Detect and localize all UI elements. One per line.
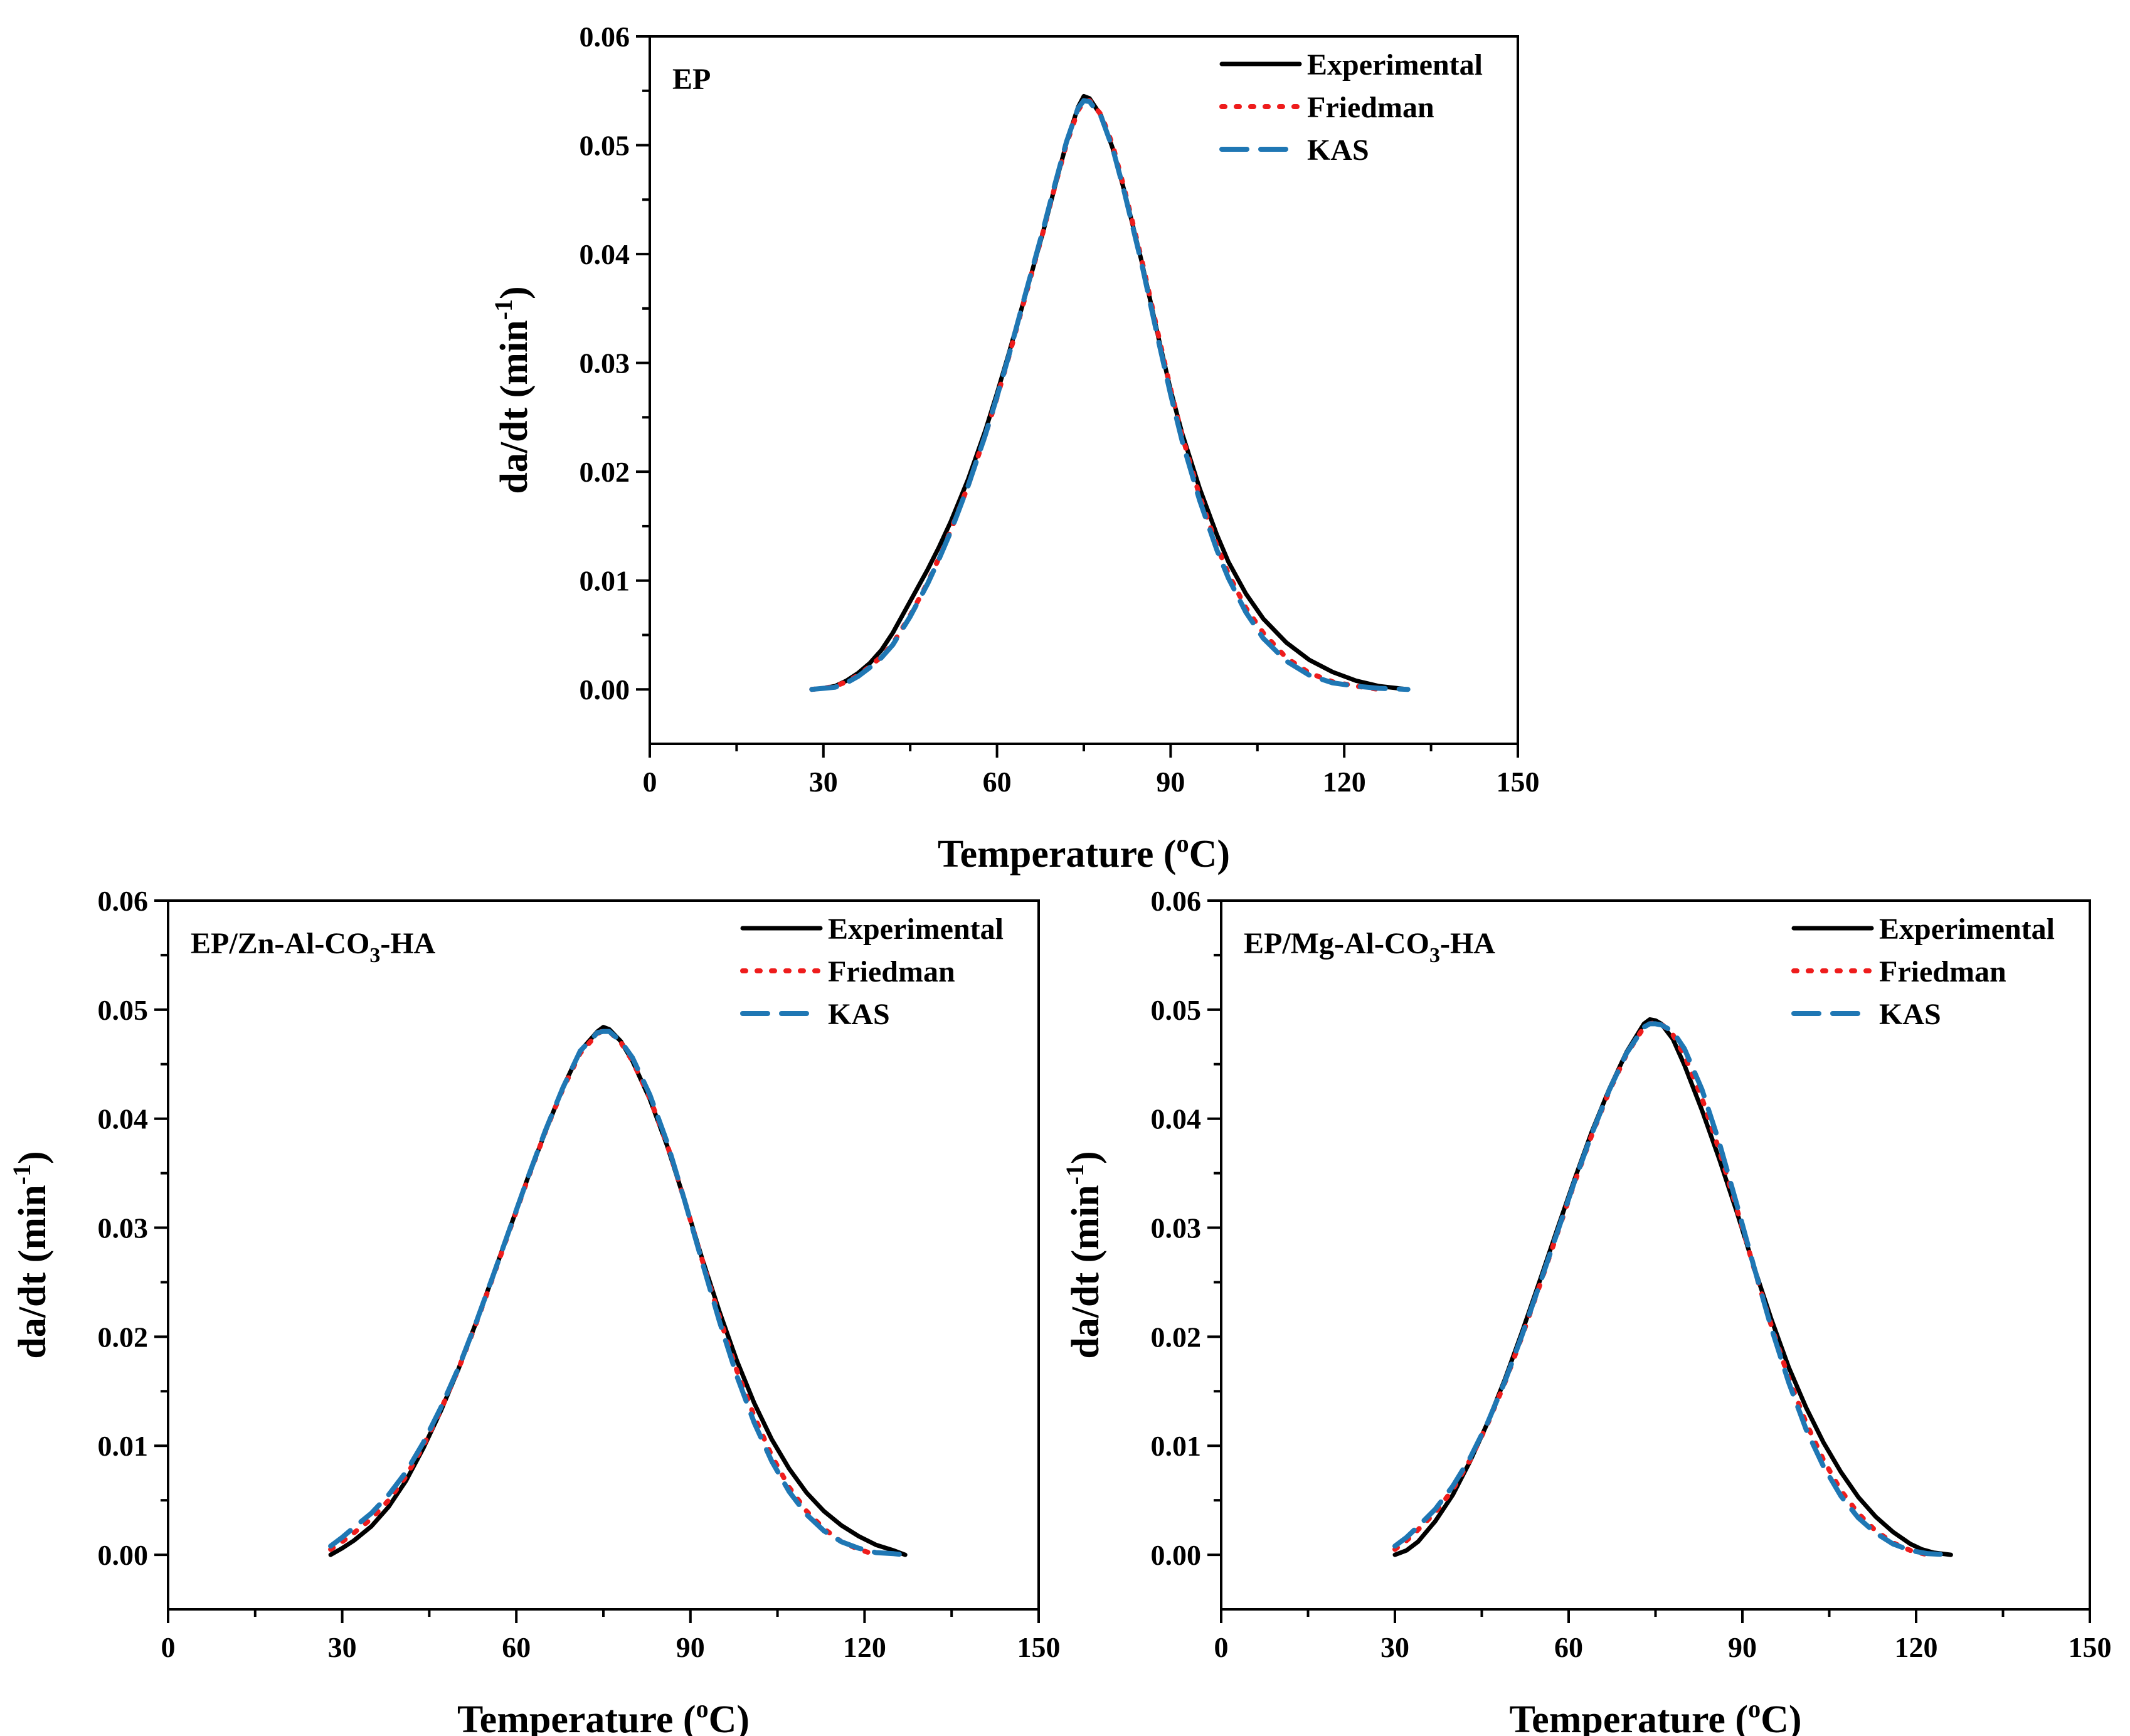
panel-label: EP/Mg-Al-CO3-HA (1244, 927, 1495, 967)
y-tick-label: 0.00 (580, 674, 630, 706)
x-tick-label: 90 (1728, 1631, 1757, 1663)
x-tick-label: 120 (843, 1631, 886, 1663)
y-tick-label: 0.03 (580, 347, 630, 379)
y-tick-label: 0.06 (98, 885, 149, 917)
x-tick-label: 0 (643, 766, 657, 798)
x-tick-label: 120 (1323, 766, 1366, 798)
chart-panel-3: 0 30 60 90 120 150 0.00 0.01 0.02 0.03 0.04 0.05 0.0… (1061, 885, 2112, 1736)
y-tick-label: 0.03 (98, 1212, 149, 1244)
y-tick-label: 0.05 (98, 994, 149, 1026)
series-line-friedman (1392, 1020, 1931, 1558)
x-tick-label: 90 (1156, 766, 1185, 798)
y-tick-label: 0.02 (98, 1321, 149, 1353)
x-tick-label: 150 (2069, 1631, 2112, 1663)
series-line-kas (1392, 1021, 1954, 1558)
y-tick-label: 0.00 (98, 1539, 149, 1571)
chart-panel-1: 0 30 60 90 120 150 0.00 0.01 0.02 0.03 0.04 0.05 0.0… (489, 21, 1540, 876)
x-tick-label: 60 (1554, 1631, 1583, 1663)
y-tick-label: 0.04 (1151, 1103, 1202, 1135)
panel-label: EP/Zn-Al-CO3-HA (191, 927, 436, 967)
series-line-experimental (328, 1025, 908, 1557)
legend-label-friedman: Friedman (828, 955, 955, 988)
x-tick-label: 60 (502, 1631, 531, 1663)
y-axis-title: da/dt (min-1) (1061, 1151, 1107, 1358)
panel-label: EP (672, 63, 711, 96)
legend-label-experimental: Experimental (1307, 48, 1483, 82)
plot-frame (167, 899, 1040, 1611)
x-tick-label: 60 (983, 766, 1012, 798)
x-tick-label: 0 (161, 1631, 176, 1663)
x-tick-label: 30 (328, 1631, 357, 1663)
x-axis-title: Temperature (oC) (1510, 1695, 1802, 1736)
x-tick-label: 90 (676, 1631, 705, 1663)
legend-label-kas: KAS (1307, 134, 1369, 167)
plot-frame (1220, 899, 2091, 1611)
legend-label-friedman: Friedman (1307, 91, 1434, 124)
x-tick-label: 0 (1214, 1631, 1229, 1663)
y-axis-title: da/dt (min-1) (8, 1151, 54, 1358)
x-tick-label: 30 (1380, 1631, 1409, 1663)
y-tick-label: 0.00 (1151, 1539, 1202, 1571)
y-tick-label: 0.01 (580, 565, 630, 597)
chart-panel-2: 0 30 60 90 120 150 0.00 0.01 0.02 0.03 0.04 0.05 0.0… (8, 885, 1061, 1736)
y-tick-label: 0.06 (1151, 885, 1202, 917)
series-line-experimental (809, 93, 1411, 692)
y-tick-label: 0.02 (1151, 1321, 1202, 1353)
legend-label-friedman: Friedman (1879, 955, 2006, 988)
series-line-kas (809, 98, 1411, 692)
plot-frame (649, 35, 1519, 745)
y-tick-label: 0.04 (98, 1103, 149, 1135)
x-tick-label: 150 (1497, 766, 1540, 798)
series-line-experimental (1392, 1017, 1953, 1557)
series-line-kas (328, 1029, 908, 1558)
y-tick-label: 0.02 (580, 456, 630, 488)
y-tick-label: 0.06 (580, 21, 630, 53)
legend-label-kas: KAS (828, 998, 890, 1031)
y-tick-label: 0.01 (98, 1430, 149, 1462)
x-axis-title: Temperature (oC) (457, 1695, 750, 1736)
series-line-friedman (809, 98, 1382, 692)
x-tick-label: 30 (809, 766, 838, 798)
legend-label-experimental: Experimental (828, 913, 1004, 946)
x-axis-title: Temperature (oC) (938, 829, 1230, 876)
x-tick-label: 120 (1895, 1631, 1938, 1663)
y-axis-title: da/dt (min-1) (489, 286, 536, 494)
x-tick-label: 150 (1017, 1631, 1061, 1663)
y-tick-label: 0.05 (1151, 994, 1202, 1026)
y-tick-label: 0.04 (580, 238, 630, 270)
y-tick-label: 0.01 (1151, 1430, 1202, 1462)
legend-label-experimental: Experimental (1879, 913, 2055, 946)
y-tick-label: 0.03 (1151, 1212, 1202, 1244)
legend-label-kas: KAS (1879, 998, 1941, 1031)
y-tick-label: 0.05 (580, 130, 630, 162)
